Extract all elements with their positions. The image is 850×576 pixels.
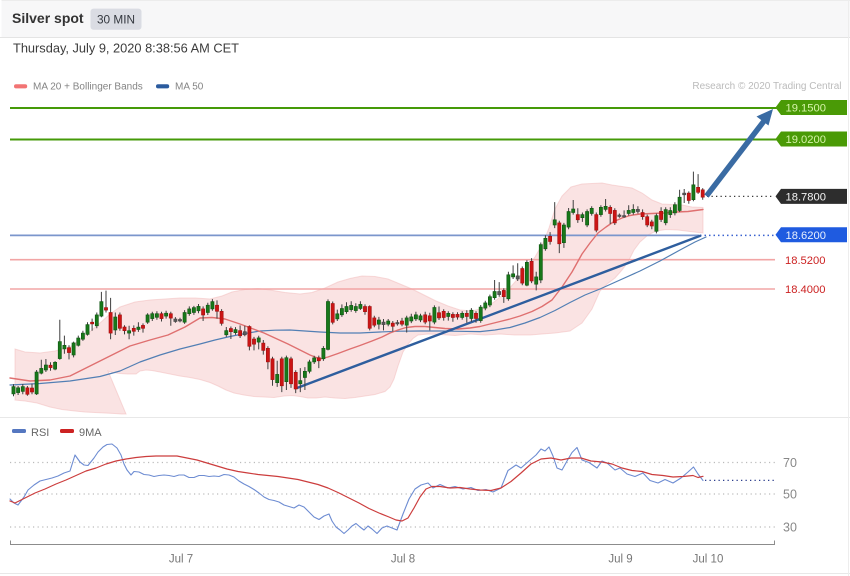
svg-text:9MA: 9MA: [79, 427, 102, 439]
svg-text:Research © 2020 Trading Centra: Research © 2020 Trading Central: [692, 81, 841, 92]
svg-text:30 MIN: 30 MIN: [97, 13, 135, 27]
svg-text:18.5200: 18.5200: [785, 255, 825, 267]
svg-text:30: 30: [783, 521, 797, 535]
svg-text:18.4000: 18.4000: [785, 284, 825, 296]
svg-text:Jul 9: Jul 9: [608, 554, 632, 566]
svg-text:50: 50: [783, 488, 797, 502]
svg-text:Thursday, July 9, 2020 8:38:56: Thursday, July 9, 2020 8:38:56 AM CET: [13, 40, 239, 55]
svg-text:18.6200: 18.6200: [786, 230, 826, 242]
svg-text:Jul 7: Jul 7: [169, 554, 193, 566]
svg-text:Jul 10: Jul 10: [693, 554, 724, 566]
svg-text:70: 70: [783, 456, 797, 470]
svg-text:RSI: RSI: [31, 427, 49, 439]
svg-text:19.1500: 19.1500: [786, 103, 826, 115]
svg-text:MA 50: MA 50: [175, 82, 204, 93]
svg-text:Jul 8: Jul 8: [391, 554, 415, 566]
svg-text:19.0200: 19.0200: [786, 134, 826, 146]
svg-text:MA 20 + Bollinger Bands: MA 20 + Bollinger Bands: [33, 82, 143, 93]
svg-text:Silver spot: Silver spot: [12, 10, 84, 26]
svg-text:18.7800: 18.7800: [786, 191, 826, 203]
